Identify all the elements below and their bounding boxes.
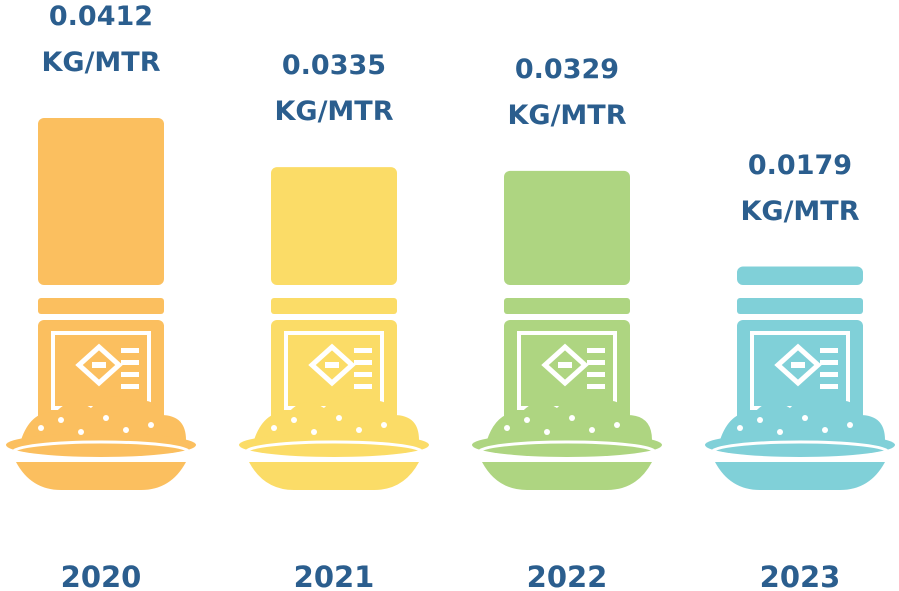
jar-line <box>354 384 372 389</box>
powder-dot <box>757 417 763 423</box>
powder-dot <box>737 425 743 431</box>
powder-dot <box>58 417 64 423</box>
jar-diamond-core <box>558 362 572 368</box>
powder-dot <box>103 415 109 421</box>
powder-dot <box>311 429 317 435</box>
powder-dot <box>336 415 342 421</box>
powder-dot <box>38 425 44 431</box>
powder-dot <box>78 429 84 435</box>
powder-dot <box>822 427 828 433</box>
bar <box>38 118 164 285</box>
jar-diamond-core <box>325 362 339 368</box>
jar-diamond-core <box>791 362 805 368</box>
value-label: 0.0335 KG/MTR <box>259 43 409 135</box>
jar-line <box>820 360 838 365</box>
x-tick-label: 2020 <box>26 560 176 591</box>
jar-line <box>354 372 372 377</box>
powder-dot <box>802 415 808 421</box>
x-tick-label: 2022 <box>492 560 642 591</box>
jar-line <box>121 384 139 389</box>
jar-line <box>121 372 139 377</box>
powder-dot <box>123 427 129 433</box>
jar-diamond-core <box>92 362 106 368</box>
jar-line <box>121 348 139 353</box>
powder-dot <box>614 422 620 428</box>
jar-line <box>820 348 838 353</box>
value-label: 0.0179 KG/MTR <box>725 143 875 235</box>
jar-line <box>587 384 605 389</box>
powder-dot <box>524 417 530 423</box>
bar <box>271 167 397 285</box>
powder-dot <box>356 427 362 433</box>
powder-dot <box>847 422 853 428</box>
jar-neck <box>737 298 863 314</box>
x-tick-label: 2021 <box>259 560 409 591</box>
jar-line <box>354 360 372 365</box>
jar-line <box>587 360 605 365</box>
value-label: 0.0412 KG/MTR <box>26 0 176 86</box>
powder-dot <box>271 425 277 431</box>
powder-dot <box>504 425 510 431</box>
bowl <box>715 462 885 490</box>
bar <box>737 267 863 285</box>
jar-neck <box>271 298 397 314</box>
jar-line <box>820 384 838 389</box>
jar-neck <box>38 298 164 314</box>
powder-dot <box>381 422 387 428</box>
powder-dot <box>589 427 595 433</box>
chart-canvas <box>0 0 899 591</box>
powder-dot <box>148 422 154 428</box>
powder-dot <box>777 429 783 435</box>
jar-line <box>121 360 139 365</box>
bowl <box>482 462 652 490</box>
bowl <box>16 462 186 490</box>
bar <box>504 171 630 285</box>
jar-line <box>354 348 372 353</box>
jar-line <box>820 372 838 377</box>
chart: 0.0412 KG/MTR 2020 0.0335 KG/MTR 2021 0.0329… <box>0 0 899 591</box>
bowl <box>249 462 419 490</box>
powder-dot <box>569 415 575 421</box>
jar-line <box>587 348 605 353</box>
jar-line <box>587 372 605 377</box>
powder-dot <box>291 417 297 423</box>
value-label: 0.0329 KG/MTR <box>492 47 642 139</box>
jar-neck <box>504 298 630 314</box>
x-tick-label: 2023 <box>725 560 875 591</box>
powder-dot <box>544 429 550 435</box>
